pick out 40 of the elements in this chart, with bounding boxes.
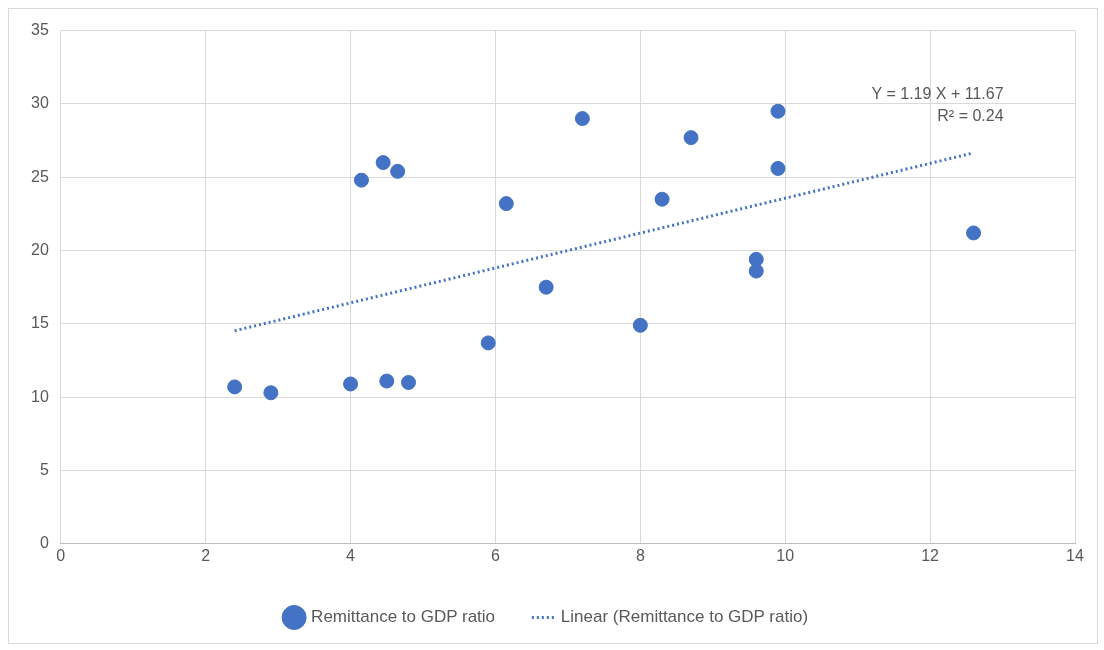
point [654, 191, 670, 207]
point [574, 111, 590, 127]
point [748, 251, 764, 267]
legend-label: Linear (Remittance to GDP ratio) [560, 607, 809, 627]
point [683, 130, 699, 146]
point [748, 263, 764, 279]
x-tick-label: 4 [346, 546, 356, 564]
y-tick-label: 5 [39, 460, 49, 478]
x-tick-label: 8 [635, 546, 645, 564]
x-tick-label: 10 [776, 546, 795, 564]
y-tick-label: 20 [31, 240, 49, 258]
y-tick-label: 15 [31, 314, 49, 332]
annotation: Y = 1.19 X + 11.67 [871, 85, 1004, 103]
x-tick-label: 12 [921, 546, 940, 564]
y-tick-label: 35 [31, 21, 49, 39]
legend-label: Remittance to GDP ratio [311, 607, 496, 627]
point [353, 172, 369, 188]
point [263, 385, 279, 401]
point [770, 103, 786, 119]
y-tick-label: 25 [31, 167, 49, 185]
point [480, 335, 496, 351]
x-tick-label: 2 [201, 546, 211, 564]
x-tick-label: 6 [491, 546, 500, 564]
point [966, 225, 982, 241]
point [770, 160, 786, 176]
x-tick-label: 14 [1066, 546, 1084, 564]
y-tick-label: 30 [31, 94, 49, 112]
point [343, 376, 359, 392]
point [375, 155, 391, 171]
point [401, 375, 417, 391]
point [538, 279, 554, 295]
point [227, 379, 243, 395]
point [379, 373, 395, 389]
y-tick-label: 10 [31, 387, 49, 405]
y-tick-label: 0 [39, 534, 49, 552]
point [498, 196, 514, 212]
point [632, 317, 648, 333]
point [390, 163, 406, 179]
x-tick-label: 0 [56, 546, 66, 564]
annotation: R² = 0.24 [937, 107, 1004, 125]
